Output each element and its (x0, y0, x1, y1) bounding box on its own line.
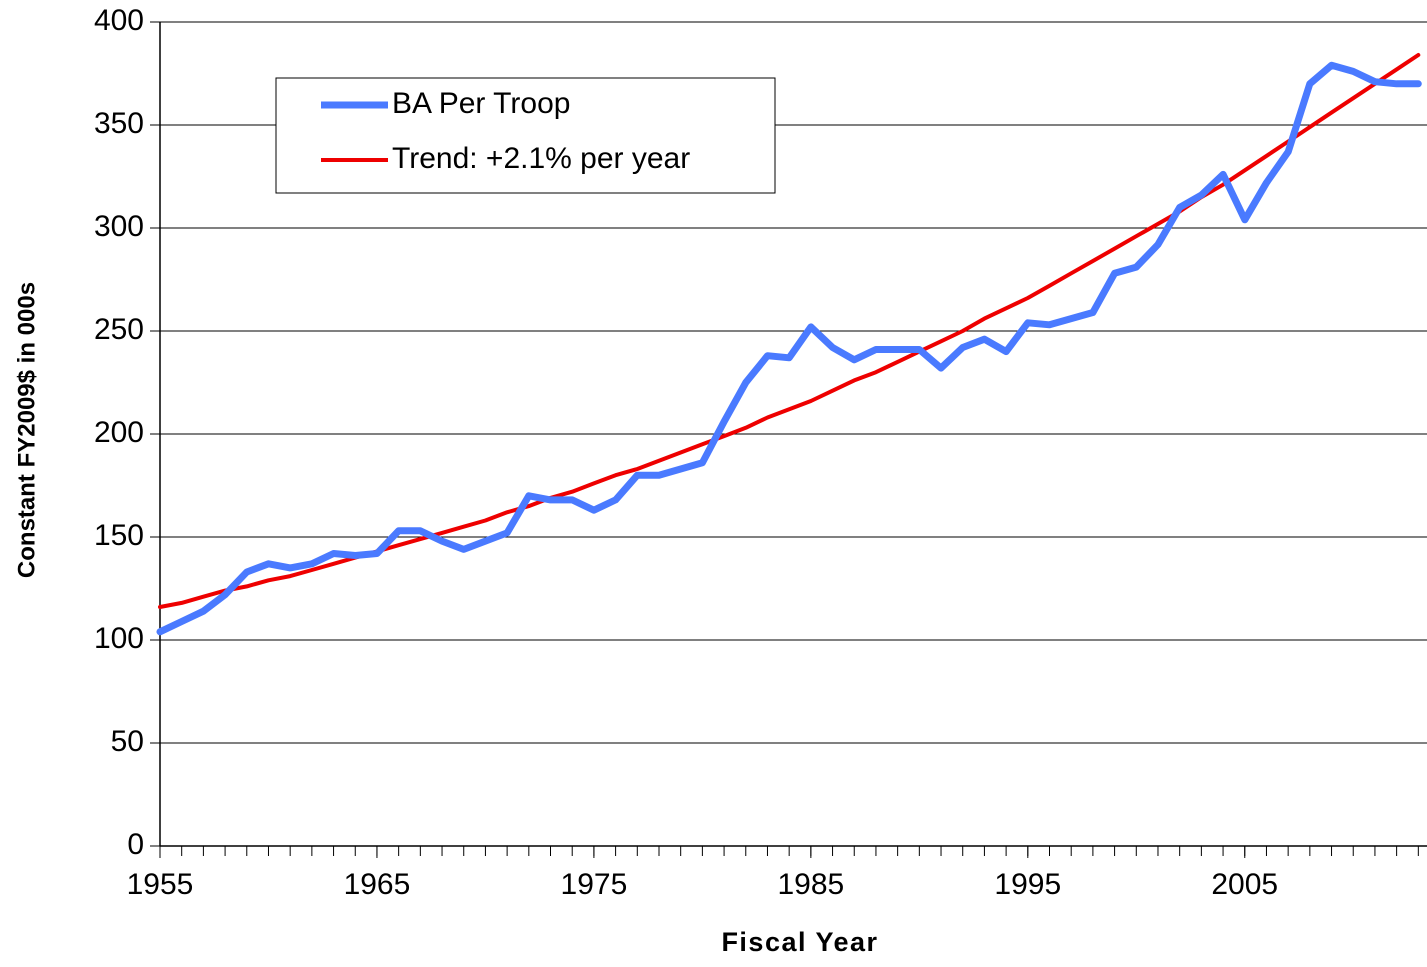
y-tick-label: 100 (94, 622, 144, 655)
y-tick-label: 150 (94, 519, 144, 552)
legend-label: Trend: +2.1% per year (392, 142, 690, 175)
x-axis-title: Fiscal Year (721, 927, 878, 957)
data-line (156, 61, 1422, 636)
y-tick-label: 200 (94, 416, 144, 449)
y-tick-label: 250 (94, 313, 144, 346)
x-tick-label: 1995 (994, 868, 1061, 901)
x-tick-label: 1975 (561, 868, 628, 901)
legend-label: BA Per Troop (392, 87, 570, 120)
legend-box (275, 77, 776, 194)
x-tick-label: 1985 (777, 868, 844, 901)
x-tick-label: 1965 (344, 868, 411, 901)
x-tick-label: 1955 (127, 868, 194, 901)
y-tick-label: 400 (94, 4, 144, 37)
y-tick-label: 0 (127, 828, 144, 861)
y-tick-label: 300 (94, 210, 144, 243)
y-tick-label: 350 (94, 107, 144, 140)
x-tick-label: 2005 (1211, 868, 1278, 901)
y-tick-label: 50 (111, 725, 144, 758)
y-axis-title: Constant FY2009$ in 000s (13, 282, 40, 578)
